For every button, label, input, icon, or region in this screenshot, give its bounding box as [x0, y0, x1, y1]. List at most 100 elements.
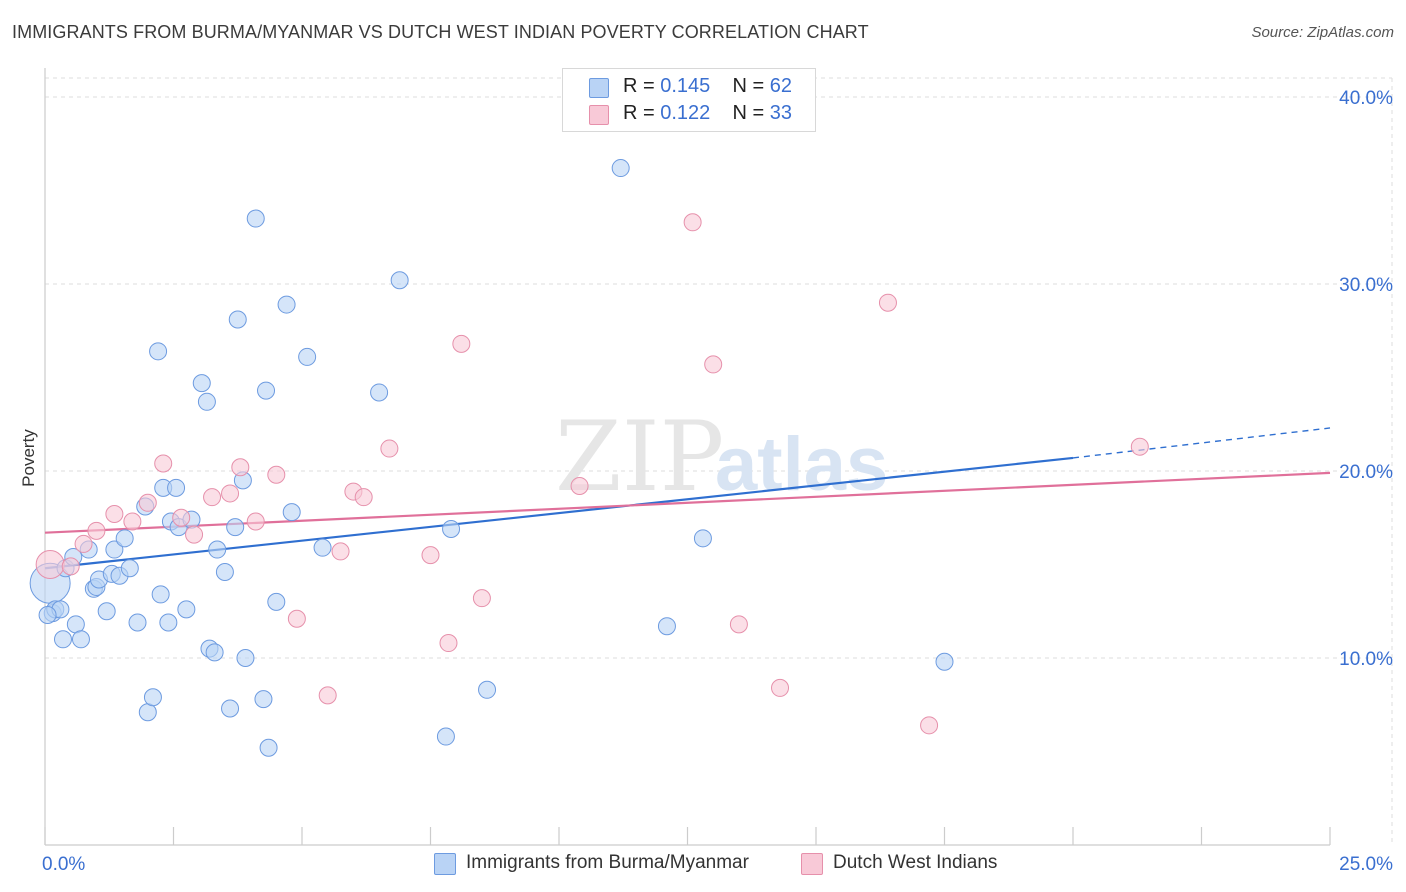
legend-n-value: 33	[769, 102, 793, 124]
point-burma	[277, 295, 296, 314]
point-burma	[257, 381, 276, 400]
point-burma	[313, 538, 332, 557]
point-burma	[167, 478, 186, 497]
point-dutch	[74, 534, 93, 553]
point-dutch	[380, 439, 399, 458]
chart-title: IMMIGRANTS FROM BURMA/MYANMAR VS DUTCH W…	[12, 22, 869, 42]
point-burma	[254, 690, 273, 709]
point-burma	[128, 613, 147, 632]
bottom-legend-swatch-burma	[434, 853, 456, 875]
point-dutch	[221, 484, 240, 503]
point-burma	[267, 592, 286, 611]
point-burma	[71, 630, 90, 649]
legend-swatch-burma	[589, 78, 609, 98]
point-dutch	[87, 521, 106, 540]
point-burma	[370, 383, 389, 402]
stats-legend: R = 0.145 N = 62 R = 0.122 N = 33	[562, 68, 816, 132]
point-dutch	[287, 609, 306, 628]
point-burma	[935, 652, 954, 671]
point-burma	[120, 559, 139, 578]
x-tick-label: 25.0%	[1339, 854, 1393, 875]
point-dutch	[138, 493, 157, 512]
point-burma	[151, 585, 170, 604]
point-dutch	[421, 546, 440, 565]
y-tick-label: 40.0%	[1339, 88, 1393, 109]
point-dutch	[61, 557, 80, 576]
point-dutch	[246, 512, 265, 531]
point-burma	[38, 605, 57, 624]
data-points	[29, 159, 1149, 757]
point-burma	[436, 727, 455, 746]
point-burma	[693, 529, 712, 548]
point-dutch	[771, 678, 790, 697]
point-burma	[205, 643, 224, 662]
source-label: Source: ZipAtlas.com	[1251, 24, 1394, 41]
point-burma	[192, 374, 211, 393]
point-burma	[115, 529, 134, 548]
point-burma	[259, 738, 278, 757]
y-tick-label: 20.0%	[1339, 462, 1393, 483]
point-dutch	[331, 542, 350, 561]
point-dutch	[354, 488, 373, 507]
point-dutch	[185, 525, 204, 544]
axes	[44, 68, 1331, 846]
point-dutch	[203, 488, 222, 507]
point-dutch	[105, 505, 124, 524]
point-dutch	[154, 454, 173, 473]
legend-r-label: R =	[623, 75, 661, 97]
point-burma	[442, 519, 461, 538]
point-burma	[282, 503, 301, 522]
point-burma	[143, 688, 162, 707]
point-dutch	[1130, 437, 1149, 456]
point-dutch	[439, 634, 458, 653]
point-dutch	[452, 334, 471, 353]
bottom-legend-label-burma: Immigrants from Burma/Myanmar	[466, 852, 749, 873]
point-burma	[390, 271, 409, 290]
point-dutch	[683, 213, 702, 232]
legend-n-label: N =	[732, 102, 770, 124]
y-axis-title: Poverty	[19, 429, 38, 487]
legend-r-value: 0.122	[660, 102, 711, 124]
point-dutch	[231, 458, 250, 477]
point-dutch	[123, 512, 142, 531]
legend-swatch-dutch	[589, 105, 609, 125]
point-burma	[149, 342, 168, 361]
point-dutch	[35, 550, 65, 579]
point-burma	[611, 159, 630, 178]
legend-text-burma: R = 0.145 N = 62	[623, 75, 792, 98]
point-dutch	[172, 508, 191, 527]
tick-labels: 10.0% 20.0% 30.0% 40.0% 0.0% 25.0% Poverty	[19, 88, 1393, 875]
point-dutch	[729, 615, 748, 634]
point-burma	[226, 518, 245, 537]
legend-r-value: 0.145	[660, 75, 711, 97]
point-burma	[159, 613, 178, 632]
point-burma	[197, 392, 216, 411]
point-burma	[97, 602, 116, 621]
watermark-zip: ZIP	[555, 401, 724, 513]
point-burma	[105, 540, 124, 559]
point-dutch	[920, 716, 939, 735]
point-dutch	[704, 355, 723, 374]
point-dutch	[570, 476, 589, 495]
point-burma	[66, 615, 85, 634]
bottom-legend-swatch-dutch	[801, 853, 823, 875]
bottom-legend-label-dutch: Dutch West Indians	[833, 852, 998, 873]
point-dutch	[267, 465, 286, 484]
y-tick-label: 10.0%	[1339, 649, 1393, 670]
point-burma	[221, 699, 240, 718]
y-tick-label: 30.0%	[1339, 275, 1393, 296]
legend-text-dutch: R = 0.122 N = 33	[623, 102, 792, 125]
legend-r-label: R =	[623, 102, 661, 124]
point-dutch	[472, 589, 491, 608]
legend-n-label: N =	[732, 75, 770, 97]
point-dutch	[318, 686, 337, 705]
point-burma	[657, 617, 676, 636]
point-burma	[228, 310, 247, 329]
point-burma	[246, 209, 265, 228]
trendline-burma-extension	[1072, 427, 1331, 459]
legend-n-value: 62	[769, 75, 793, 97]
point-burma	[236, 649, 255, 667]
point-burma	[53, 630, 72, 649]
